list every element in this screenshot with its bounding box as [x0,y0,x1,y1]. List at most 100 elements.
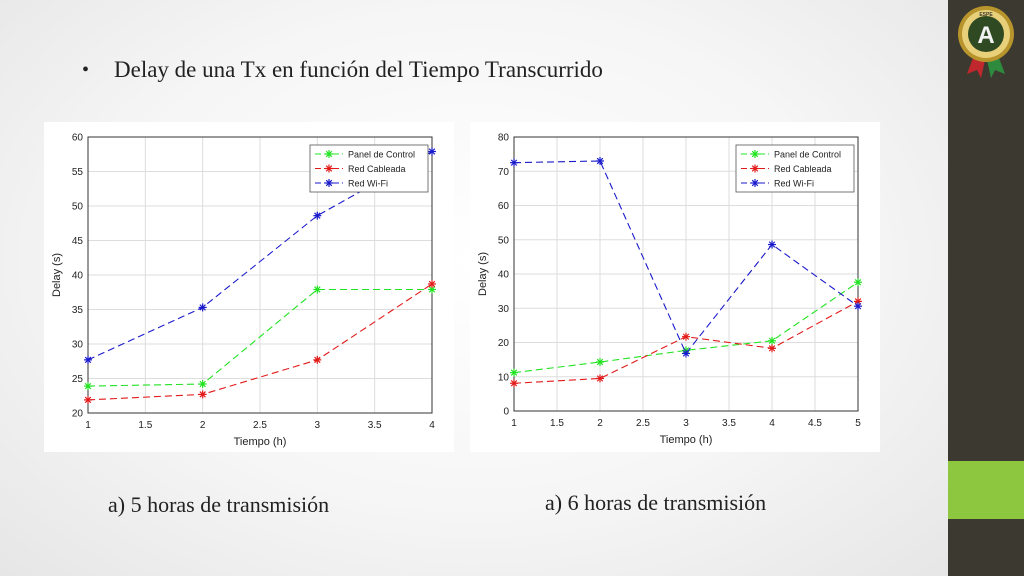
data-point-series-1 [84,395,92,404]
x-tick-label: 5 [855,418,861,429]
y-tick-label: 10 [498,372,510,383]
data-point-series-1 [428,279,436,288]
data-point-series-0-stroke [84,382,92,390]
plot-frame [513,136,859,412]
data-point-series-2 [596,156,604,165]
x-tick-label: 3.5 [368,420,382,431]
delay-chart-6h: 1 1.5 2 2.5 3 3.5 4 4.5 501020304050607080Tiempo… [477,133,862,446]
badge-top-text: ESPE [979,12,993,18]
slide-heading: • Delay de una Tx en función del Tiempo … [82,55,603,85]
data-point-series-2 [854,302,862,311]
data-point-series-0 [510,368,518,377]
legend-swatch-marker [325,164,333,173]
y-tick-label: 20 [498,338,510,349]
heading-text: Delay de una Tx en función del Tiempo Tr… [114,57,603,82]
y-tick-label: 50 [498,235,510,246]
data-point-series-2-stroke [854,302,862,310]
data-point-series-1-stroke [768,345,776,352]
data-point-series-2-stroke [314,212,321,219]
x-tick-label: 1 [511,418,517,429]
y-tick-label: 35 [72,305,84,316]
legend-swatch-marker [751,179,759,187]
legend-swatch-marker-stroke [325,165,333,172]
y-tick-label: 30 [498,304,510,315]
x-tick-label: 3 [315,420,321,431]
y-tick-label: 30 [72,340,84,351]
legend-label: Panel de Control [774,150,841,160]
data-point-series-1 [198,390,207,399]
legend-swatch-marker [751,150,759,158]
data-point-series-1 [510,379,518,388]
legend-swatch-marker-stroke [325,150,333,158]
data-point-series-2-stroke [768,241,776,248]
data-point-series-1 [596,374,604,383]
x-axis-label: Tiempo (h) [234,436,287,448]
y-tick-label: 50 [72,202,84,213]
x-tick-label: 2.5 [253,420,267,431]
data-point-series-2-stroke [682,350,690,357]
delay-chart-5h: 1 1.5 2 2.5 3 3.5 4 20 25 30 35 40 45 50 55 60 Tiempo (h… [51,133,436,448]
legend-swatch-marker [325,150,333,158]
sidebar-accent-block [948,461,1024,519]
legend-label: Red Cableada [348,164,406,174]
y-axis-label: Delay (s) [51,253,63,297]
data-point-series-1 [682,332,690,341]
data-point-series-1-stroke [510,380,518,387]
series-line-0 [513,281,859,374]
data-point-series-0 [84,382,92,391]
data-point-series-0-stroke [510,369,518,376]
x-tick-label: 3 [683,418,689,429]
data-point-series-0-stroke [596,358,604,366]
y-tick-label: 45 [72,236,84,247]
data-point-series-0-stroke [199,380,206,388]
data-point-series-2-stroke [428,148,436,155]
data-point-series-2-stroke [84,356,92,364]
y-tick-label: 20 [72,409,84,420]
x-tick-label: 4 [429,420,435,431]
data-point-series-2-stroke [510,159,518,166]
legend-swatch-marker [751,164,759,173]
y-tick-label: 0 [503,407,509,418]
data-point-series-0 [313,285,322,294]
legend-label: Red Cableada [774,164,832,174]
x-axis-label: Tiempo (h) [660,434,713,446]
chart-panel-right: 1 1.5 2 2.5 3 3.5 4 4.5 5 0 10 20 30 40 50 60 70 80 Tiempo… [470,122,880,452]
data-point-series-0-stroke [428,286,436,293]
y-tick-label: 60 [498,201,510,212]
legend-swatch-marker-stroke [751,179,759,187]
data-point-series-0-stroke [314,286,321,293]
x-tick-label: 2 [597,418,603,429]
y-tick-label: 80 [498,133,510,144]
plot-frame [87,136,433,414]
data-point-series-1-stroke [854,298,862,305]
caption-left: a) 5 horas de transmisión [108,492,330,517]
data-point-series-1 [313,355,322,364]
x-tick-label: 2.5 [636,418,650,429]
data-point-series-1-stroke [596,375,604,382]
chart-panel-left: 1 1.5 2 2.5 3 3.5 4 20 25 30 35 40 45 50 55 60 Tiempo (h… [44,122,454,452]
data-point-series-0 [198,380,207,389]
data-point-series-2-stroke [596,157,604,165]
series-line-2 [87,151,433,361]
data-point-series-0 [428,285,436,294]
data-point-series-1 [768,344,776,353]
legend-label: Red Wi-Fi [774,179,814,189]
data-point-series-0 [854,278,862,287]
y-tick-label: 40 [72,271,84,282]
legend-swatch-marker-stroke [751,150,759,158]
data-point-series-2-stroke [199,304,206,311]
x-tick-label: 2 [200,420,206,431]
series-line-1 [87,283,433,401]
data-point-series-0-stroke [854,278,862,286]
data-point-series-1-stroke [428,280,436,288]
data-point-series-1-stroke [84,396,92,404]
badge-letter: A [977,22,994,49]
x-tick-label: 3.5 [722,418,736,429]
data-point-series-0 [596,358,604,367]
x-tick-label: 4.5 [808,418,822,429]
data-point-series-1-stroke [199,391,206,398]
legend-swatch-marker [325,179,333,187]
data-point-series-2 [428,147,436,156]
data-point-series-2 [682,349,690,358]
data-point-series-2 [198,303,207,312]
